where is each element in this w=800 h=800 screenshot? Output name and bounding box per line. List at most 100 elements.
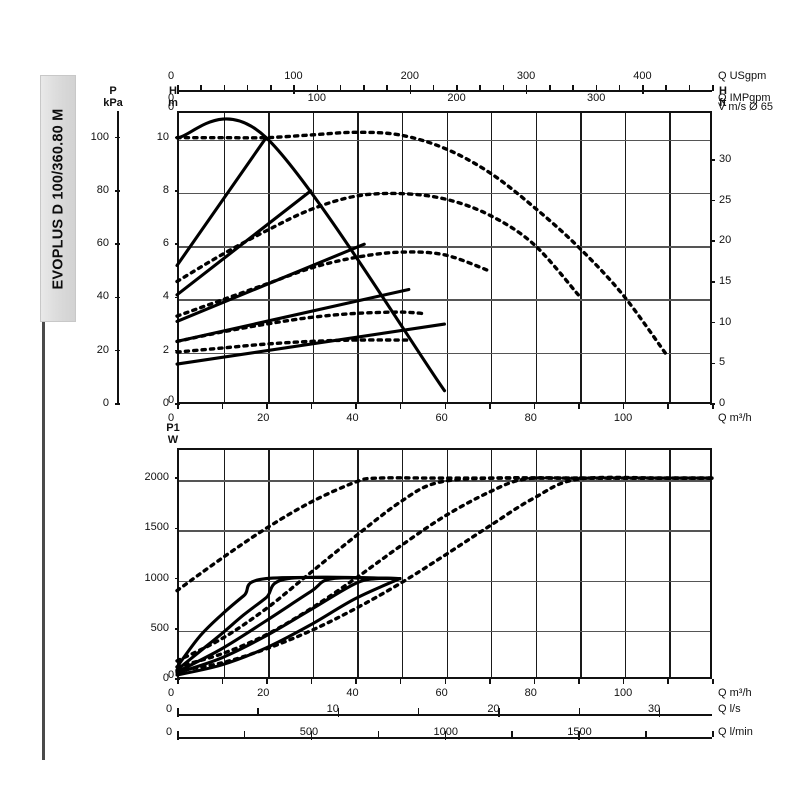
head-chart-p-kpa-unit-2: kPa [103,97,123,109]
q-ls-axis-tick [257,708,259,714]
head-chart-x-tick-label: 20 [257,412,270,424]
q-usgpm-axis-tick [525,85,528,94]
head-chart-x-tick-label: 80 [524,412,537,424]
q-impgpm-axis-tick-label: 100 [307,92,327,104]
power-chart-p1-w-unit-2: W [167,434,179,446]
q-usgpm-axis-tick [665,85,667,91]
q-usgpm-axis-tick [339,85,342,91]
q-ls-axis-tick-label: 20 [487,703,500,715]
head-chart-p-kpa-tick [115,136,120,139]
head-chart-p-kpa-tick [115,349,120,352]
head-chart-p-kpa-tick [115,296,120,299]
head-vs-flow-setpoint-max-solid [175,117,447,393]
power-chart-x-tick [712,679,714,684]
head-chart-gridline-v [624,113,627,402]
q-ls-axis-tick-label: 10 [326,703,339,715]
head-chart-gridline-v [446,113,448,402]
q-lmin-axis-tick-label: 500 [299,726,319,738]
q-usgpm-axis-tick [712,85,714,91]
q-lmin-axis-tick [511,731,513,737]
head-chart-x-tick [177,404,179,409]
q-usgpm-axis-tick [409,85,412,94]
head-chart-x-tick [533,404,536,409]
q-usgpm-axis-tick [595,85,598,91]
head-chart-h-ft-unit-1: H [719,85,727,97]
head-chart-x-tick-label: 40 [346,412,359,424]
left-rule-divider [42,100,45,760]
q-lmin-axis-tick [377,731,380,737]
q-usgpm-axis-tick [479,85,481,91]
q-lmin-axis-tick [712,731,714,737]
head-chart-h-ft-tick [710,199,715,202]
power-chart-x-tick-label: 100 [613,687,633,699]
q-ls-axis-line [177,714,712,716]
q-usgpm-axis-tick [223,85,226,91]
head-vs-flow-pump-curve-3-dotted [175,250,491,318]
power-chart-x-tick [399,679,402,684]
head-chart-x-tick [578,404,580,409]
head-chart-h-m-tick-label: 2 [162,343,169,356]
power-vs-flow-power-solid-3 [175,576,402,674]
head-vs-flow-dp-v-line-4-solid [175,287,411,343]
head-vs-flow-pump-curve-4-dotted [175,310,424,344]
power-chart-x-tick-label: 0 [168,687,175,699]
power-chart-gridline-v [268,450,270,677]
power-vs-flow-power-solid-2 [175,575,402,672]
head-chart-h-m-tick-label: 4 [162,290,169,303]
power-chart-gridline-h [179,480,710,482]
q-lmin-axis-tick [177,731,179,740]
q-usgpm-axis-tick [572,85,574,91]
q-lmin-axis-tick-label: 1000 [433,726,458,738]
q-usgpm-axis-tick-label: 100 [284,70,303,82]
head-chart-h-ft-tick [710,240,715,242]
head-chart-h-m-tick [175,403,180,405]
head-chart-x-origin-label: 0 [168,394,175,406]
q-lmin-axis-unit-label: Q l/min [718,726,753,738]
head-chart-h-ft-tick [710,281,715,283]
power-chart-x-tick [266,679,268,684]
head-chart-gridline-h [179,299,710,301]
power-chart-p1-w-tick-label: 1500 [144,521,169,534]
power-chart-gridline-h [179,580,710,582]
head-chart-p-kpa-tick [115,243,120,245]
head-chart-x-tick [310,404,313,409]
power-chart-x-tick [310,679,313,684]
q-usgpm-axis-unit-label: Q USgpm [718,70,767,82]
power-chart-gridline-v [535,450,538,677]
power-chart-x-tick [177,679,179,684]
head-chart-h-ft-tick-label: 10 [719,315,732,328]
v-ms-axis-tick-label: 0 [168,101,175,113]
head-chart-x-tick-label: 100 [613,412,633,424]
q-lmin-axis-tick-label: 0 [166,726,173,738]
q-usgpm-axis-tick [316,85,319,91]
head-chart-x-tick-label: 60 [435,412,448,424]
head-chart-p-kpa-tick [115,190,120,192]
power-chart-x-tick-label: 80 [524,687,537,699]
q-usgpm-axis-tick [688,85,691,91]
head-chart-gridline-v [535,113,538,402]
power-chart-p1-w-tick-label: 2000 [144,471,169,484]
head-chart-x-tick-label: 0 [168,412,175,424]
q-usgpm-axis-tick-label: 200 [400,70,419,82]
head-chart-gridline-h [179,192,710,195]
q-impgpm-axis-unit-label: Q IMPgpm [718,92,771,104]
power-chart-gridline-h [179,530,710,532]
power-chart-gridline-v [624,450,627,677]
power-chart-x-origin-label: 0 [168,669,175,681]
power-vs-flow-power-dotted-2 [175,476,714,663]
power-vs-flow-power-dotted-1 [175,476,714,593]
head-chart-x-tick [712,404,714,409]
q-lmin-axis-tick [310,731,313,740]
q-impgpm-axis-tick-label: 200 [447,92,466,104]
head-chart-h-ft-tick [710,159,715,161]
head-chart-gridline-v [268,113,270,402]
head-chart-x-tick [221,404,224,409]
head-chart-h-ft-tick-label: 15 [719,274,732,287]
q-usgpm-axis-tick [293,85,295,94]
q-impgpm-axis-tick-label: 300 [587,92,606,104]
q-usgpm-axis-tick [363,85,365,91]
head-vs-flow-pump-curve-max-dotted [175,130,670,358]
q-usgpm-axis-tick [386,85,388,91]
head-chart-h-ft-tick [710,362,715,365]
